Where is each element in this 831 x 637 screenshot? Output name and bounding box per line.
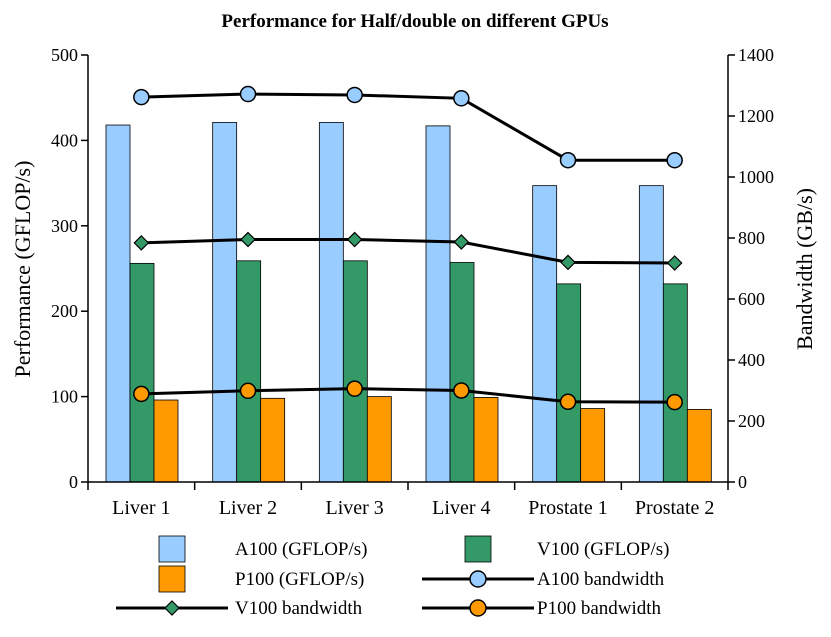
marker-a100-2 (239, 85, 257, 103)
x-tick-label: Prostate 2 (635, 497, 714, 519)
marker-a100-4 (453, 90, 470, 107)
x-tick-label: Liver 2 (219, 497, 277, 519)
y2-tick-label: 200 (738, 411, 765, 431)
y-tick-label: 400 (51, 130, 78, 150)
bar-p100-3 (366, 396, 392, 483)
y-tick-label: 100 (51, 387, 78, 407)
y-tick-label: 200 (51, 301, 78, 321)
x-tick-label: Liver 1 (112, 497, 170, 519)
y2-tick-label: 600 (738, 289, 765, 309)
legend-a100-gflops-swatch (158, 535, 186, 563)
x-tick-label: Liver 3 (326, 497, 384, 519)
bar-a100-5 (532, 185, 558, 483)
bar-p100-4 (473, 397, 499, 483)
bar-p100-6 (686, 409, 712, 483)
x-tick-label: Liver 4 (432, 497, 490, 519)
legend-p100-bandwidth-marker (469, 599, 487, 617)
marker-p100-4 (453, 382, 470, 399)
marker-v100-4 (453, 234, 470, 250)
chart-title: Performance for Half/double on different… (221, 11, 608, 32)
bar-a100-1 (105, 124, 131, 483)
bar-v100-6 (662, 283, 688, 483)
marker-v100-3 (346, 231, 363, 248)
legend-a100-bandwidth-label: A100 bandwidth (537, 569, 665, 590)
legend-v100-gflops-swatch (464, 535, 492, 563)
marker-a100-3 (346, 86, 363, 104)
y-tick-label: 500 (51, 45, 78, 65)
bar-p100-1 (153, 399, 179, 483)
marker-v100-6 (666, 255, 683, 271)
bar-a100-2 (212, 122, 238, 483)
marker-v100-2 (240, 231, 256, 248)
legend-v100-bandwidth-marker (164, 600, 180, 616)
y2-tick-label: 0 (738, 472, 747, 492)
y-tick-label: 300 (51, 216, 78, 236)
bar-v100-5 (556, 283, 582, 483)
bar-v100-4 (449, 262, 475, 483)
bar-p100-2 (260, 397, 286, 483)
bar-a100-6 (638, 185, 664, 483)
marker-v100-5 (560, 254, 576, 271)
line-a100-bandwidth (141, 92, 675, 162)
y2-tick-label: 800 (738, 228, 765, 248)
y-tick-label: 0 (69, 472, 78, 492)
legend: A100 (GFLOP/s) V100 (GFLOP/s) P100 (GFLOP/… (116, 535, 669, 619)
legend-p100-gflops-swatch (158, 565, 186, 593)
marker-v100-1 (133, 235, 150, 251)
y2-tick-label: 1400 (738, 45, 774, 65)
legend-v100-bandwidth-label: V100 bandwidth (235, 598, 363, 619)
y2-tick-label: 1200 (738, 106, 774, 126)
marker-p100-5 (559, 393, 577, 411)
legend-a100-gflops-label: A100 (GFLOP/s) (235, 539, 367, 560)
bar-group (105, 122, 712, 483)
bar-a100-4 (425, 125, 451, 483)
bar-v100-2 (236, 260, 262, 483)
y2-tick-label: 1000 (738, 167, 774, 187)
line-group (133, 85, 683, 411)
y-axis-label: Performance (GFLOP/s) (10, 161, 35, 378)
line-v100-bandwidth (141, 238, 675, 265)
marker-p100-1 (133, 385, 150, 403)
legend-p100-gflops-label: P100 (GFLOP/s) (235, 569, 364, 590)
y2-tick-label: 400 (738, 350, 765, 370)
marker-p100-6 (666, 393, 683, 411)
marker-a100-6 (666, 151, 683, 169)
marker-p100-2 (239, 382, 257, 400)
bar-v100-3 (342, 260, 368, 483)
axes: 0 100 200 300 400 500 0 200 400 600 800 1000 1200 140… (51, 45, 774, 519)
marker-a100-5 (559, 151, 577, 169)
y2-axis-label: Bandwidth (GB/s) (792, 188, 817, 350)
marker-a100-1 (133, 88, 150, 106)
legend-p100-bandwidth-label: P100 bandwidth (537, 598, 662, 619)
bar-p100-5 (580, 408, 606, 483)
bar-a100-3 (318, 122, 344, 483)
marker-p100-3 (346, 380, 363, 397)
x-tick-label: Prostate 1 (528, 497, 607, 519)
legend-v100-gflops-label: V100 (GFLOP/s) (537, 539, 669, 560)
bar-v100-1 (129, 262, 155, 483)
line-p100-bandwidth (141, 387, 675, 404)
legend-a100-bandwidth-marker (469, 570, 487, 588)
